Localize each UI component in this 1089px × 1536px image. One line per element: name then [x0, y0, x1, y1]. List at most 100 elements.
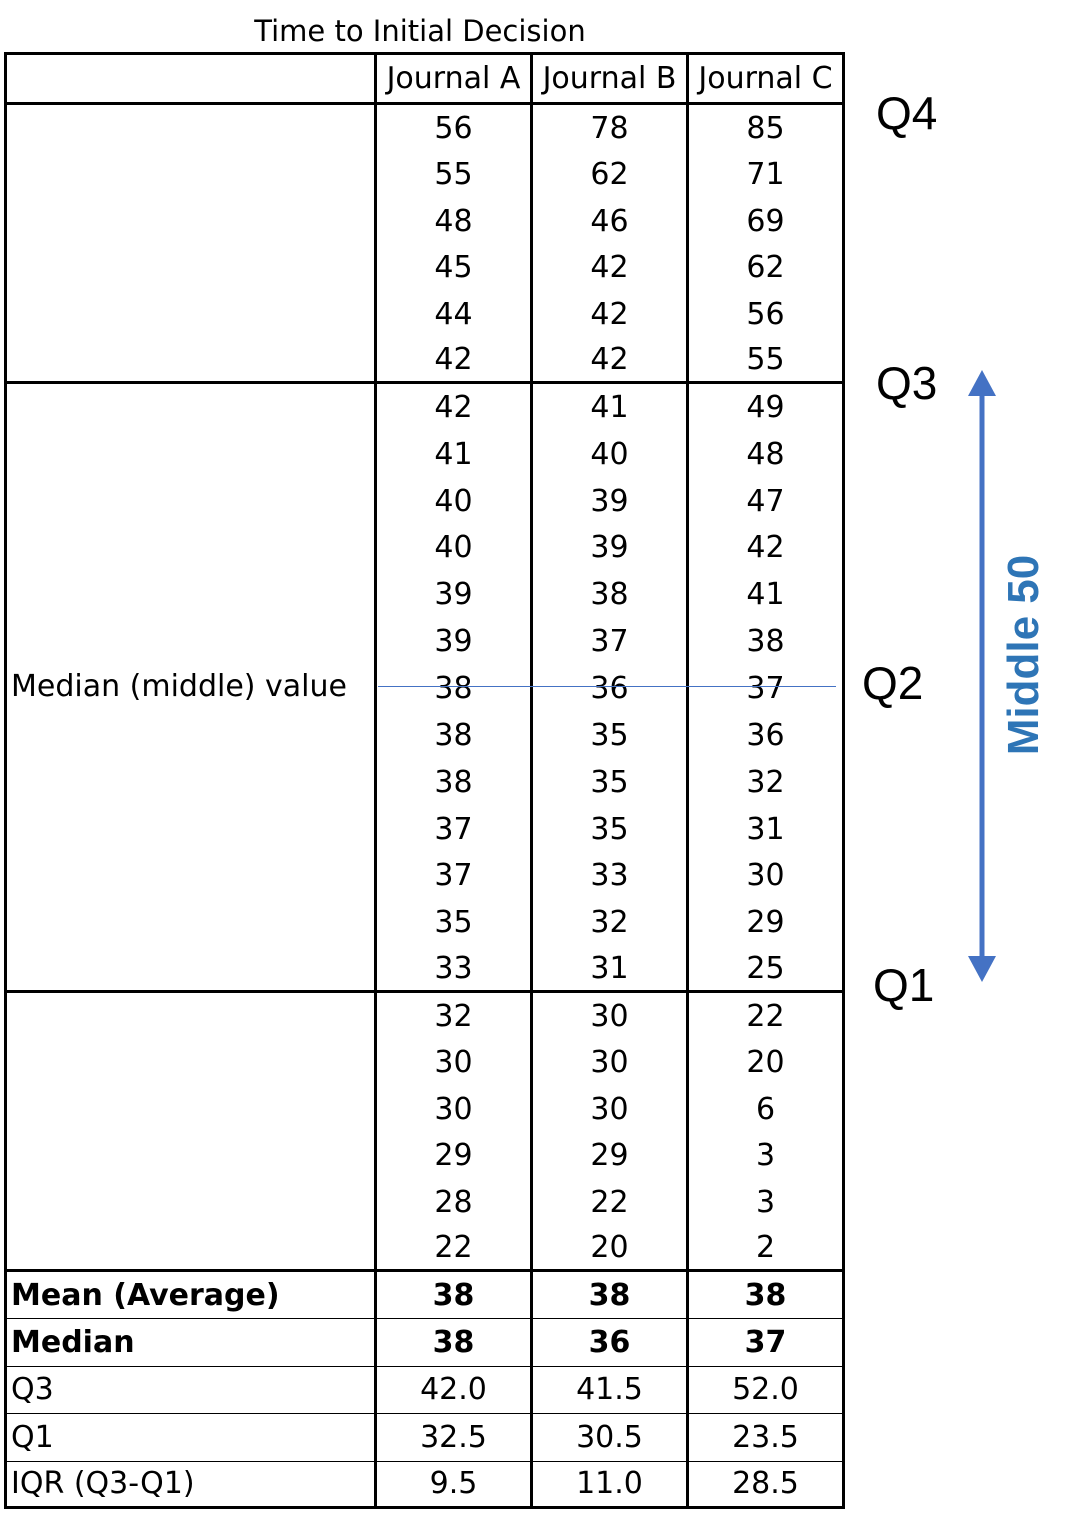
middle-50-arrow [968, 370, 996, 982]
data-value-cell: 2 [689, 1225, 845, 1272]
data-value-cell: 62 [533, 151, 689, 198]
data-value-cell: 56 [689, 291, 845, 338]
data-value-cell: 36 [689, 711, 845, 759]
summary-value-cell: 32.5 [377, 1414, 533, 1462]
data-value-cell: 42 [533, 337, 689, 384]
table-title: Time to Initial Decision [254, 14, 586, 48]
data-value-cell: 55 [689, 337, 845, 384]
data-value-cell: 38 [377, 711, 533, 759]
data-value-cell: 41 [533, 384, 689, 431]
data-value-cell: 32 [689, 758, 845, 806]
data-value-cell: 29 [377, 1132, 533, 1179]
data-value-cell: 62 [689, 244, 845, 291]
data-value-cell: 40 [377, 477, 533, 525]
summary-value-cell: 30.5 [533, 1414, 689, 1462]
data-value-cell: 56 [377, 105, 533, 152]
summary-value-cell: 41.5 [533, 1366, 689, 1415]
data-value-cell: 22 [377, 1225, 533, 1272]
header-corner-cell [7, 55, 377, 105]
data-value-cell: 20 [533, 1225, 689, 1272]
data-value-cell: 69 [689, 198, 845, 245]
data-value-cell: 39 [533, 477, 689, 525]
data-value-cell: 31 [533, 946, 689, 993]
data-value-cell: 40 [377, 524, 533, 572]
data-table: Journal A Journal B Journal C 56 78 85 55 62 71 4… [4, 52, 845, 1509]
group-label-cell [7, 105, 377, 384]
summary-value-cell: 36 [533, 1319, 689, 1367]
data-value-cell: 6 [689, 1085, 845, 1133]
data-value-cell: 22 [533, 1178, 689, 1226]
data-value-cell: 20 [689, 1039, 845, 1086]
data-value-cell: 28 [377, 1178, 533, 1226]
data-value-cell: 39 [377, 571, 533, 619]
summary-label-cell: IQR (Q3-Q1) [7, 1461, 377, 1509]
summary-value-cell: 11.0 [533, 1461, 689, 1509]
data-value-cell: 30 [689, 852, 845, 900]
data-value-cell: 55 [377, 151, 533, 198]
data-value-cell: 38 [377, 758, 533, 806]
data-value-cell: 35 [377, 899, 533, 947]
data-value-cell: 42 [377, 337, 533, 384]
summary-value-cell: 23.5 [689, 1414, 845, 1462]
summary-value-cell: 37 [689, 1319, 845, 1367]
summary-value-cell: 38 [377, 1319, 533, 1367]
summary-value-cell: 38 [689, 1271, 845, 1320]
data-value-cell: 30 [533, 1039, 689, 1086]
data-value-cell: 41 [689, 571, 845, 619]
data-value-cell: 44 [377, 291, 533, 338]
median-line [378, 686, 836, 687]
column-header: Journal A [377, 55, 533, 105]
data-value-cell: 35 [533, 758, 689, 806]
data-value-cell: 48 [377, 198, 533, 245]
data-value-cell: 71 [689, 151, 845, 198]
data-value-cell: 29 [689, 899, 845, 947]
q2-label: Q2 [862, 657, 924, 709]
data-value-cell: 35 [533, 805, 689, 853]
data-value-cell: 37 [689, 665, 845, 712]
column-header: Journal B [533, 55, 689, 105]
data-value-cell: 41 [377, 430, 533, 478]
group-label-cell: Median (middle) value [7, 384, 377, 993]
data-value-cell: 30 [377, 1085, 533, 1133]
data-value-cell: 47 [689, 477, 845, 525]
data-value-cell: 30 [533, 1085, 689, 1133]
summary-value-cell: 28.5 [689, 1461, 845, 1509]
data-value-cell: 38 [377, 665, 533, 712]
data-value-cell: 22 [689, 992, 845, 1040]
data-value-cell: 37 [377, 805, 533, 853]
data-value-cell: 48 [689, 430, 845, 478]
q3-label: Q3 [876, 357, 938, 409]
data-value-cell: 30 [533, 992, 689, 1040]
data-value-cell: 35 [533, 711, 689, 759]
data-value-cell: 37 [377, 852, 533, 900]
summary-value-cell: 9.5 [377, 1461, 533, 1509]
summary-label-cell: Q3 [7, 1366, 377, 1415]
data-value-cell: 33 [377, 946, 533, 993]
data-value-cell: 29 [533, 1132, 689, 1179]
summary-value-cell: 38 [377, 1271, 533, 1320]
data-value-cell: 25 [689, 946, 845, 993]
data-value-cell: 42 [689, 524, 845, 572]
data-value-cell: 30 [377, 1039, 533, 1086]
data-value-cell: 42 [533, 244, 689, 291]
data-value-cell: 39 [533, 524, 689, 572]
column-header: Journal C [689, 55, 845, 105]
data-value-cell: 45 [377, 244, 533, 291]
data-value-cell: 31 [689, 805, 845, 853]
summary-label-cell: Q1 [7, 1414, 377, 1462]
data-value-cell: 38 [533, 571, 689, 619]
data-value-cell: 49 [689, 384, 845, 431]
data-value-cell: 38 [689, 618, 845, 666]
summary-label-cell: Mean (Average) [7, 1271, 377, 1320]
data-value-cell: 3 [689, 1178, 845, 1226]
data-value-cell: 32 [533, 899, 689, 947]
data-value-cell: 42 [533, 291, 689, 338]
data-value-cell: 3 [689, 1132, 845, 1179]
summary-value-cell: 42.0 [377, 1366, 533, 1415]
data-value-cell: 32 [377, 992, 533, 1040]
data-value-cell: 39 [377, 618, 533, 666]
middle-50-label: Middle 50 [999, 554, 1048, 756]
data-value-cell: 85 [689, 105, 845, 152]
data-value-cell: 42 [377, 384, 533, 431]
summary-value-cell: 38 [533, 1271, 689, 1320]
